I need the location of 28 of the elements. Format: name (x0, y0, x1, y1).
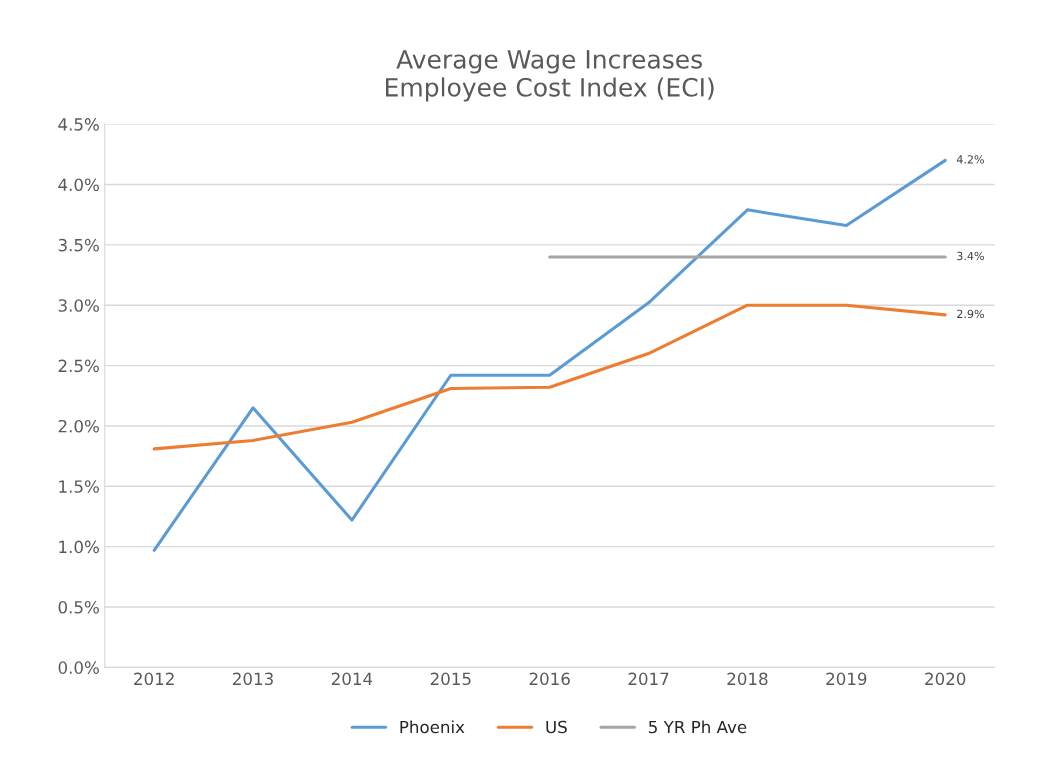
y-tick-label: 2.0% (58, 419, 99, 433)
legend-label: Phoenix (400, 720, 465, 734)
x-tick-label: 2017 (628, 672, 669, 686)
legend-label: US (546, 720, 567, 734)
legend-label: 5 YR Ph Ave (649, 720, 747, 734)
data-label: 2.9% (957, 309, 984, 319)
y-tick-label: 1.5% (59, 480, 99, 493)
y-tick-label: 4.0% (58, 178, 99, 192)
y-tick-label: 3.0% (58, 299, 99, 312)
x-tick-label: 2018 (727, 672, 768, 686)
y-tick-label: 0.0% (58, 661, 99, 674)
x-tick-label: 2019 (826, 672, 867, 686)
data-label: 4.2% (956, 155, 984, 164)
x-tick-label: 2015 (430, 672, 471, 686)
x-tick-label: 2020 (925, 672, 966, 686)
x-tick-label: 2016 (529, 672, 570, 686)
x-tick-label: 2013 (233, 672, 273, 686)
line-series (152, 303, 947, 451)
x-tick-label: 2014 (331, 672, 373, 686)
line-series (152, 158, 947, 552)
chart-title: Average Wage Increases Employee Cost Index (ECI) (386, 50, 714, 102)
y-tick-label: 1.0% (59, 540, 99, 554)
y-tick-label: 0.5% (58, 600, 99, 614)
y-tick-label: 4.5% (58, 118, 99, 131)
y-tick-label: 3.5% (58, 238, 99, 252)
data-label: 3.4% (957, 251, 984, 261)
x-tick-label: 2012 (134, 672, 174, 686)
y-tick-label: 2.5% (58, 359, 99, 373)
